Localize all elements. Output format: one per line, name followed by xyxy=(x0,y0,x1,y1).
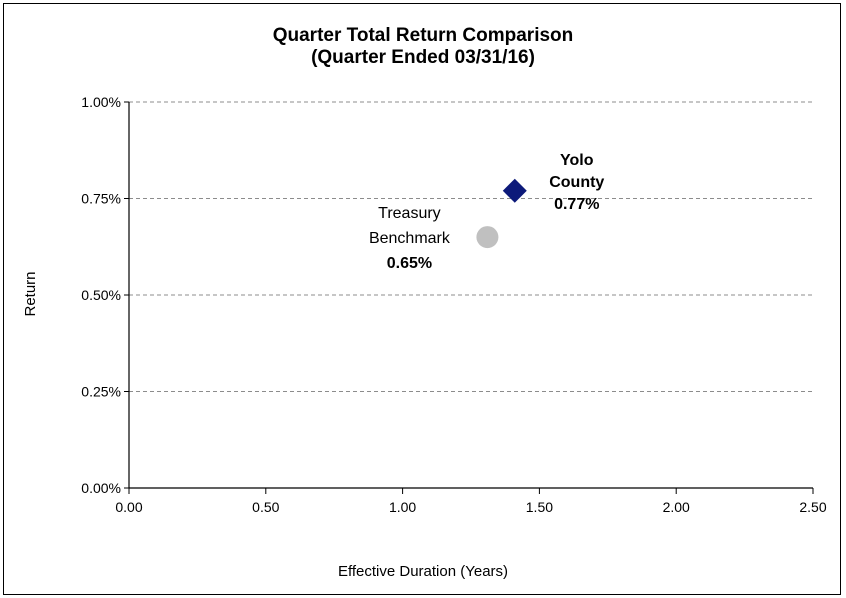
chart-title: Quarter Total Return Comparison xyxy=(272,25,574,46)
point-label-line: Treasury xyxy=(378,205,441,222)
point-treasury-benchmark xyxy=(476,226,499,249)
point-value-label: 0.65% xyxy=(387,255,432,272)
x-tick-label: 0.50 xyxy=(252,499,279,515)
y-tick-label: 0.75% xyxy=(81,191,121,207)
y-tick-label: 0.25% xyxy=(81,384,121,400)
x-tick-label: 1.00 xyxy=(389,499,416,515)
y-tick-label: 0.00% xyxy=(81,480,121,496)
chart-subtitle: (Quarter Ended 03/31/16) xyxy=(311,47,535,68)
x-tick-label: 2.50 xyxy=(799,499,826,515)
point-value-label: 0.77% xyxy=(554,196,599,213)
point-label-line: County xyxy=(549,174,604,191)
point-yolo-county xyxy=(502,178,527,203)
x-tick-label: 2.00 xyxy=(663,499,690,515)
x-axis-title: Effective Duration (Years) xyxy=(337,563,509,580)
point-label-line: Yolo xyxy=(560,152,594,169)
x-tick-label: 0.00 xyxy=(115,499,142,515)
y-tick-label: 1.00% xyxy=(81,94,121,110)
y-axis-title: Return xyxy=(22,271,39,317)
chart-frame xyxy=(3,3,841,595)
y-tick-label: 0.50% xyxy=(81,287,121,303)
x-tick-label: 1.50 xyxy=(526,499,553,515)
point-label-line: Benchmark xyxy=(369,230,451,247)
